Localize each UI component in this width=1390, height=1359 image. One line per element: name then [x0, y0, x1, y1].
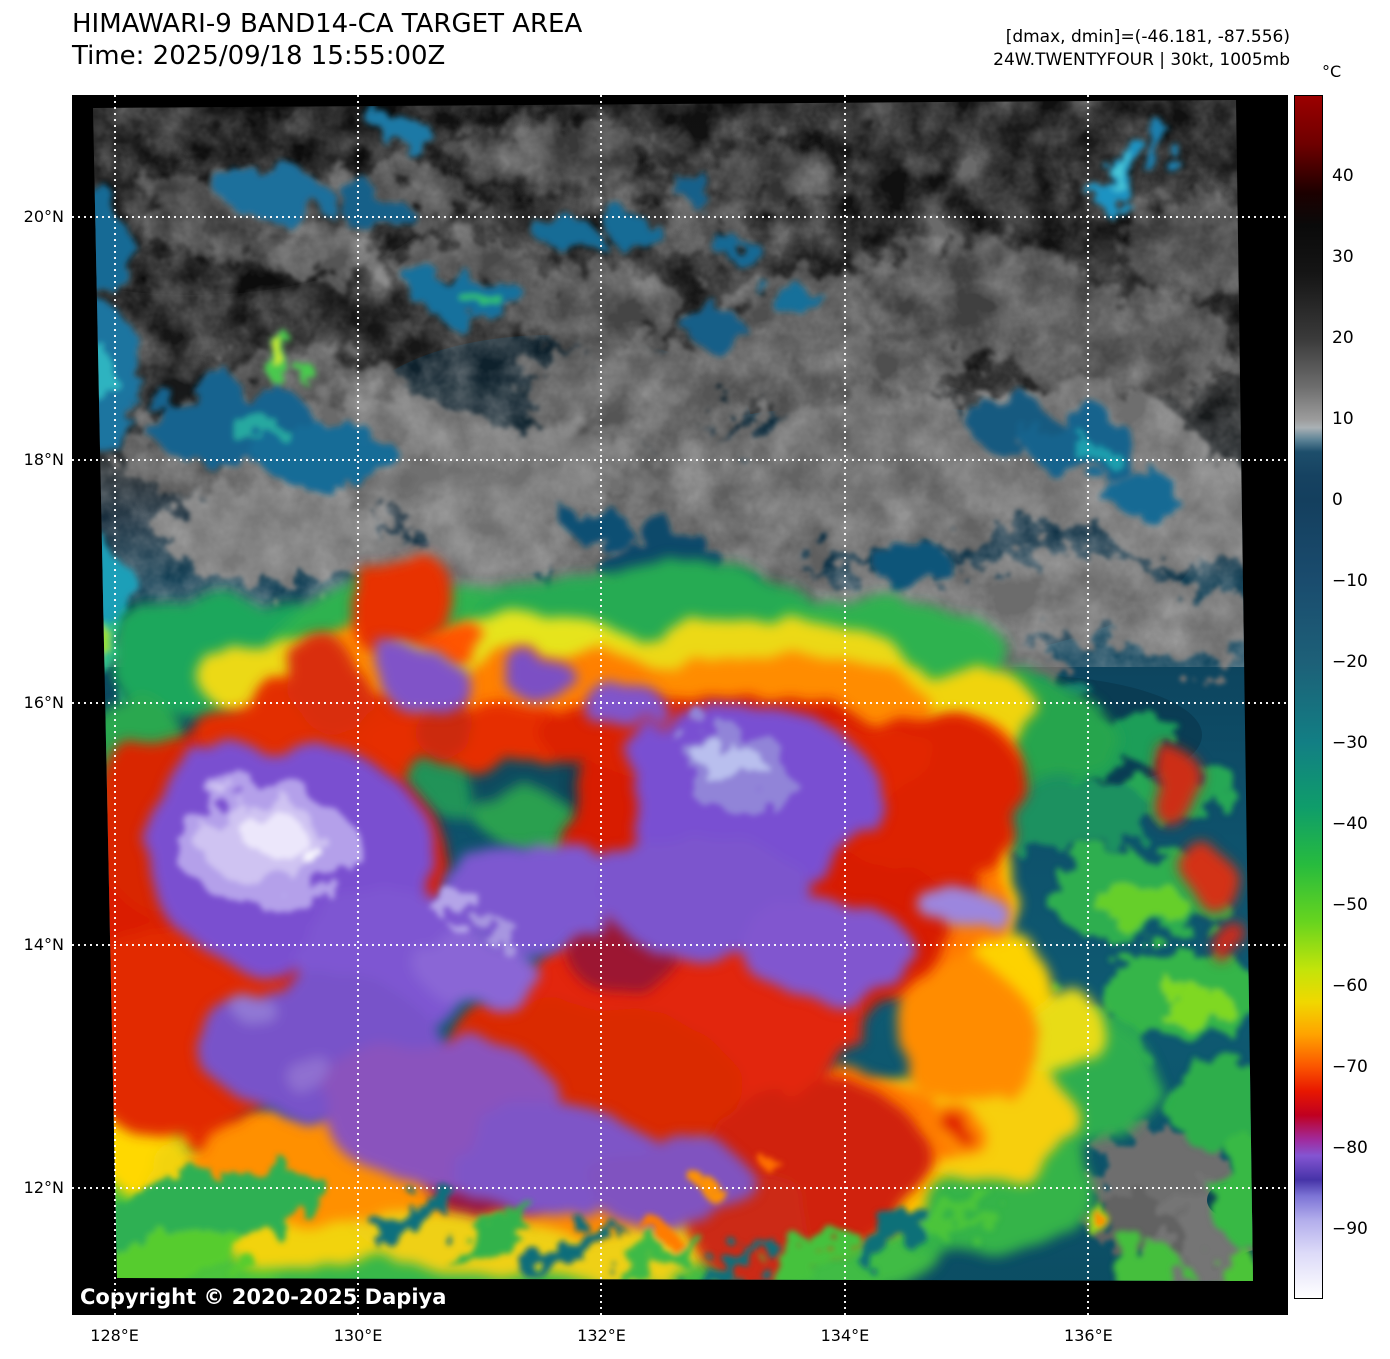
- page-title: HIMAWARI-9 BAND14-CA TARGET AREA: [72, 9, 583, 39]
- colorbar-tick-label: −20: [1332, 652, 1368, 673]
- satellite-imagery: [72, 95, 1288, 1315]
- colorbar-unit-label: °C: [1322, 62, 1342, 81]
- longitude-label: 132°E: [577, 1326, 626, 1345]
- colorbar-tick-label: −80: [1332, 1138, 1368, 1159]
- longitude-label: 134°E: [820, 1326, 870, 1345]
- dmax-dmin-readout: [dmax, dmin]=(-46.181, -87.556): [1005, 27, 1290, 47]
- latitude-label: 20°N: [23, 207, 64, 227]
- longitude-label: 136°E: [1064, 1326, 1113, 1345]
- longitude-gridline: [843, 95, 846, 1315]
- colorbar-tick-label: 0: [1332, 490, 1343, 511]
- colorbar-tick-label: 20: [1332, 328, 1354, 349]
- latitude-gridline: [72, 1186, 1288, 1189]
- latitude-gridline: [72, 701, 1288, 704]
- colorbar-tick-label: −40: [1332, 814, 1368, 835]
- colorbar-tick-label: −10: [1332, 571, 1368, 592]
- header-title-block: HIMAWARI-9 BAND14-CA TARGET AREA Time: 2…: [72, 8, 582, 72]
- storm-info: 24W.TWENTYFOUR | 30kt, 1005mb: [993, 50, 1290, 70]
- colorbar-tick-label: −50: [1332, 895, 1368, 916]
- latitude-label: 12°N: [23, 1177, 64, 1197]
- colorbar-tick-label: 40: [1332, 166, 1354, 187]
- transverse-bands: [93, 1159, 998, 1281]
- colorbar-tick-label: −70: [1332, 1057, 1368, 1078]
- copyright-notice: Copyright © 2020-2025 Dapiya: [80, 1285, 447, 1309]
- longitude-label: 130°E: [333, 1326, 383, 1345]
- colorbar-tick-label: −90: [1332, 1219, 1368, 1240]
- colorbar: [1294, 95, 1323, 1299]
- header-right-block: [dmax, dmin]=(-46.181, -87.556) 24W.TWEN…: [993, 26, 1290, 72]
- timestamp: Time: 2025/09/18 15:55:00Z: [72, 41, 446, 71]
- latitude-label: 18°N: [23, 450, 64, 470]
- data-swath: [93, 100, 1253, 1281]
- longitude-gridline: [600, 95, 603, 1315]
- storm-lavender-cores: [179, 727, 790, 947]
- colorbar-tick-label: −60: [1332, 976, 1368, 997]
- longitude-gridline: [357, 95, 360, 1315]
- latitude-label: 14°N: [23, 935, 64, 955]
- longitude-gridline: [1087, 95, 1090, 1315]
- latitude-label: 16°N: [23, 692, 64, 712]
- colorbar-tick-label: −30: [1332, 733, 1368, 754]
- satellite-map-area[interactable]: Copyright © 2020-2025 Dapiya: [72, 95, 1288, 1315]
- longitude-label: 128°E: [90, 1326, 139, 1345]
- latitude-gridline: [72, 216, 1288, 219]
- colorbar-tick-label: 10: [1332, 409, 1354, 430]
- colorbar-tick-label: 30: [1332, 247, 1354, 268]
- longitude-gridline: [113, 95, 116, 1315]
- latitude-gridline: [72, 944, 1288, 947]
- latitude-gridline: [72, 459, 1288, 462]
